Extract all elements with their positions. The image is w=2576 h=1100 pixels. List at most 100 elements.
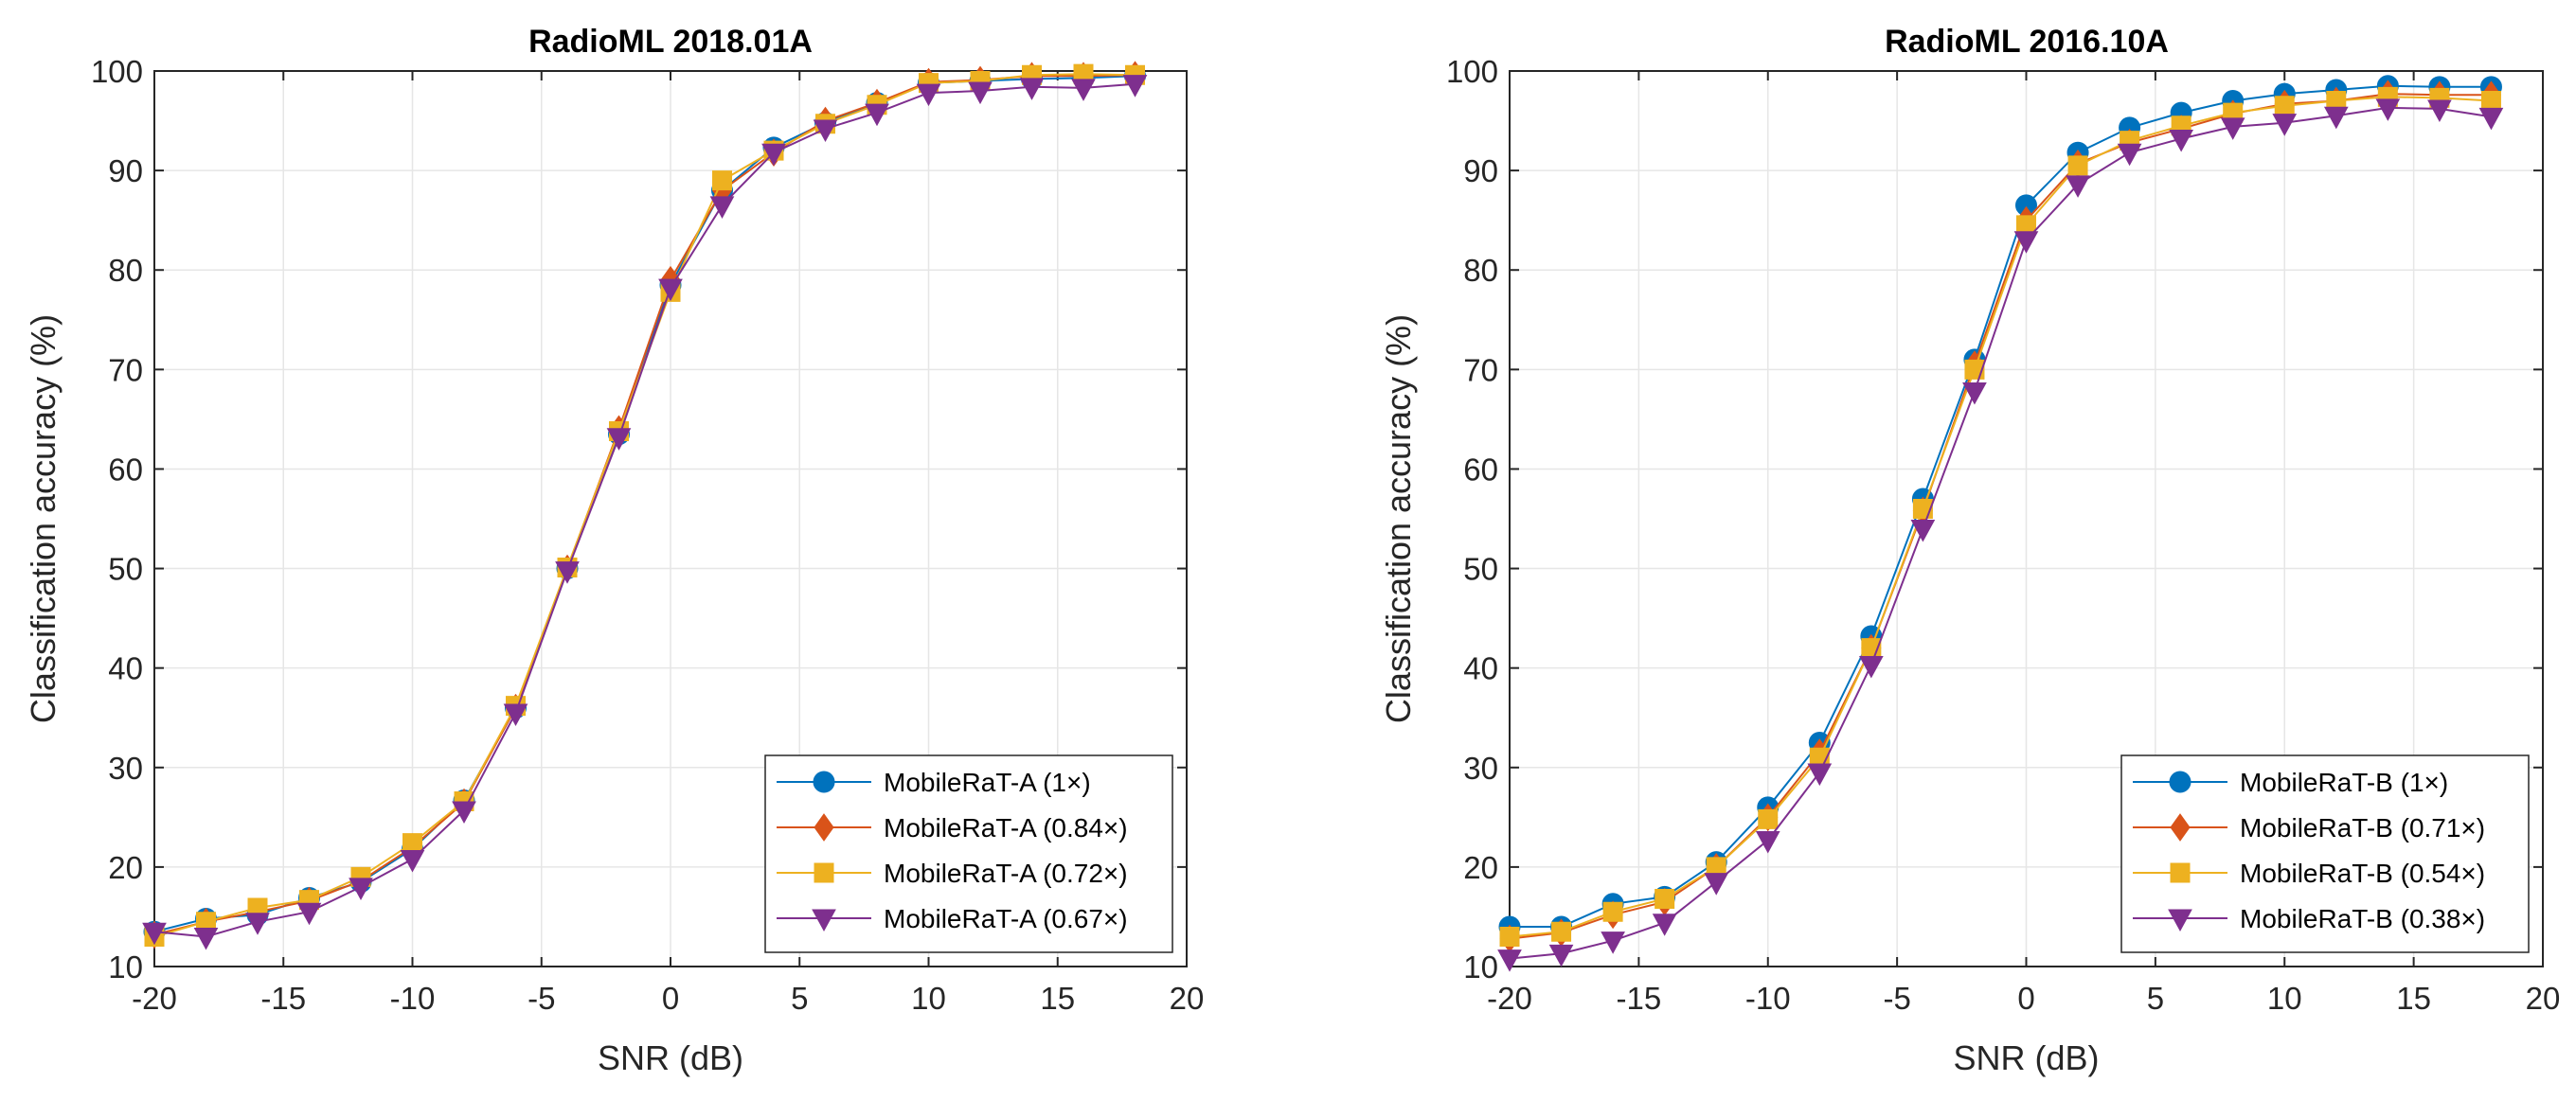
y-tick-label: 40 (108, 651, 143, 686)
y-tick-label: 80 (108, 253, 143, 288)
data-point (761, 143, 786, 167)
legend-marker (814, 862, 834, 883)
data-point (2117, 143, 2142, 167)
legend-item: MobileRaT-A (0.67×) (777, 904, 1128, 933)
x-tick-label: 10 (2267, 981, 2302, 1016)
legend-marker (812, 909, 836, 932)
data-point (1601, 931, 1625, 954)
data-point (709, 196, 735, 219)
data-point (1071, 79, 1096, 101)
data-point (1755, 831, 1780, 854)
x-tick-label: 0 (2017, 981, 2034, 1016)
x-tick-label: 15 (2396, 981, 2431, 1016)
data-point (400, 849, 425, 873)
data-point (1962, 381, 1987, 405)
y-tick-label: 100 (1446, 54, 1498, 89)
legend: MobileRaT-B (1×) MobileRaT-B (0.71×) Mobil… (2120, 754, 2530, 953)
legend-item: MobileRaT-B (0.38×) (2133, 904, 2485, 933)
data-point (402, 833, 422, 854)
plot-area-border (1509, 70, 2544, 967)
legend-marker (2169, 771, 2191, 793)
x-tick-label: 20 (2526, 981, 2561, 1016)
data-point (2169, 129, 2193, 152)
data-point (865, 103, 889, 127)
x-axis-label: SNR (dB) (1953, 1038, 2099, 1077)
data-point (2067, 155, 2088, 176)
legend: MobileRaT-A (1×) MobileRaT-A (0.84×) Mobil… (764, 754, 1173, 953)
legend-item: MobileRaT-A (0.72×) (777, 859, 1128, 888)
legend-item: MobileRaT-B (0.71×) (2133, 813, 2485, 843)
x-tick-label: 20 (1170, 981, 1205, 1016)
data-point (1548, 944, 1574, 967)
data-point (193, 927, 219, 950)
data-point (1122, 75, 1148, 98)
y-tick-label: 70 (108, 352, 143, 387)
data-point (916, 83, 941, 107)
data-point (712, 170, 732, 191)
series-3 (1497, 98, 2504, 972)
data-point (1655, 889, 1675, 910)
x-tick-label: -5 (528, 981, 555, 1016)
data-point (1602, 901, 1623, 922)
data-point (606, 428, 632, 451)
legend-marker (2168, 909, 2192, 932)
data-point (2220, 117, 2245, 140)
y-tick-label: 60 (1463, 452, 1498, 487)
data-point (1807, 763, 1833, 787)
y-tick-label: 40 (1463, 651, 1498, 686)
data-point (503, 703, 528, 727)
data-point (1859, 656, 1884, 679)
data-point (2014, 194, 2038, 217)
data-point (349, 878, 373, 900)
data-point (1499, 926, 1520, 947)
chart-panel-radioml-2016: RadioML 2016.10A SNR (dB) Classification… (1379, 24, 2560, 1077)
x-tick-label: -20 (1487, 981, 1532, 1016)
x-tick-label: -10 (1745, 981, 1791, 1016)
chart-title: RadioML 2016.10A (1885, 24, 2169, 60)
legend-item: MobileRaT-B (1×) (2133, 768, 2448, 797)
legend-label: MobileRaT-B (0.71×) (2240, 813, 2485, 843)
legend-item: MobileRaT-A (0.84×) (777, 813, 1128, 843)
y-tick-label: 60 (108, 452, 143, 487)
legend-marker (813, 771, 835, 793)
chart-panel-radioml-2018: RadioML 2018.01A SNR (dB) Classification… (24, 24, 1204, 1077)
x-tick-label: -5 (1883, 981, 1910, 1016)
data-point (2013, 231, 2039, 254)
data-point (1704, 873, 1729, 896)
data-point (658, 278, 683, 302)
legend-marker (814, 813, 834, 842)
x-tick-label: 10 (911, 981, 946, 1016)
legend-label: MobileRaT-B (0.38×) (2240, 904, 2485, 933)
x-tick-label: -10 (390, 981, 436, 1016)
data-point (1758, 808, 1779, 829)
y-tick-label: 30 (108, 751, 143, 786)
y-tick-label: 50 (108, 552, 143, 587)
data-point (2272, 114, 2298, 136)
legend-label: MobileRaT-B (1×) (2240, 768, 2448, 797)
y-axis-label: Classification accuracy (%) (1379, 314, 1418, 723)
data-point (2427, 99, 2452, 122)
x-axis-label: SNR (dB) (598, 1038, 743, 1077)
chart-title: RadioML 2018.01A (528, 24, 813, 60)
legend-item: MobileRaT-A (1×) (777, 768, 1091, 797)
y-axis-label: Classification accuracy (%) (24, 314, 63, 723)
data-point (2066, 175, 2090, 198)
legend-label: MobileRaT-B (0.54×) (2240, 859, 2485, 888)
data-point (555, 561, 580, 584)
series-3 (142, 75, 1148, 950)
x-tick-label: -20 (132, 981, 177, 1016)
y-tick-label: 10 (1463, 949, 1498, 985)
legend-label: MobileRaT-A (1×) (884, 768, 1091, 797)
x-tick-label: -15 (1617, 981, 1662, 1016)
y-tick-label: 70 (1463, 352, 1498, 387)
data-point (2323, 106, 2349, 130)
y-tick-label: 90 (1463, 153, 1498, 188)
y-tick-label: 50 (1463, 552, 1498, 587)
data-point (1497, 949, 1522, 972)
legend-item: MobileRaT-B (0.54×) (2133, 859, 2485, 888)
data-point (1652, 914, 1677, 936)
legend-marker (2170, 862, 2191, 883)
x-tick-label: 5 (791, 981, 808, 1016)
y-tick-label: 100 (91, 54, 143, 89)
x-tick-label: -15 (260, 981, 306, 1016)
